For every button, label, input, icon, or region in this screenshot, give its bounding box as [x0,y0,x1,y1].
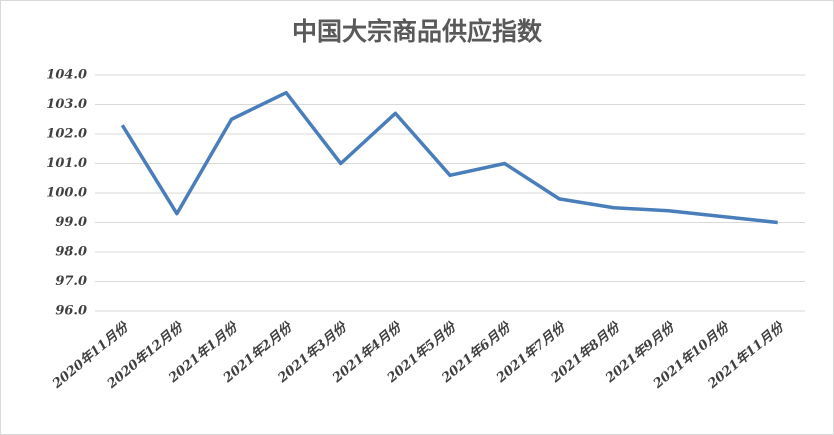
y-tick-label: 98.0 [55,245,87,260]
y-tick-label: 100.0 [46,186,87,201]
y-tick-label: 104.0 [46,68,87,83]
y-tick-label: 99.0 [55,215,87,230]
data-line [120,90,778,225]
y-tick-label: 97.0 [55,274,87,289]
chart-title: 中国大宗商品供应指数 [292,17,543,46]
y-tick-label: 102.0 [46,127,87,142]
y-tick-label: 103.0 [46,97,87,112]
y-tick-label: 101.0 [46,156,87,171]
y-tick-label: 96.0 [55,304,87,319]
